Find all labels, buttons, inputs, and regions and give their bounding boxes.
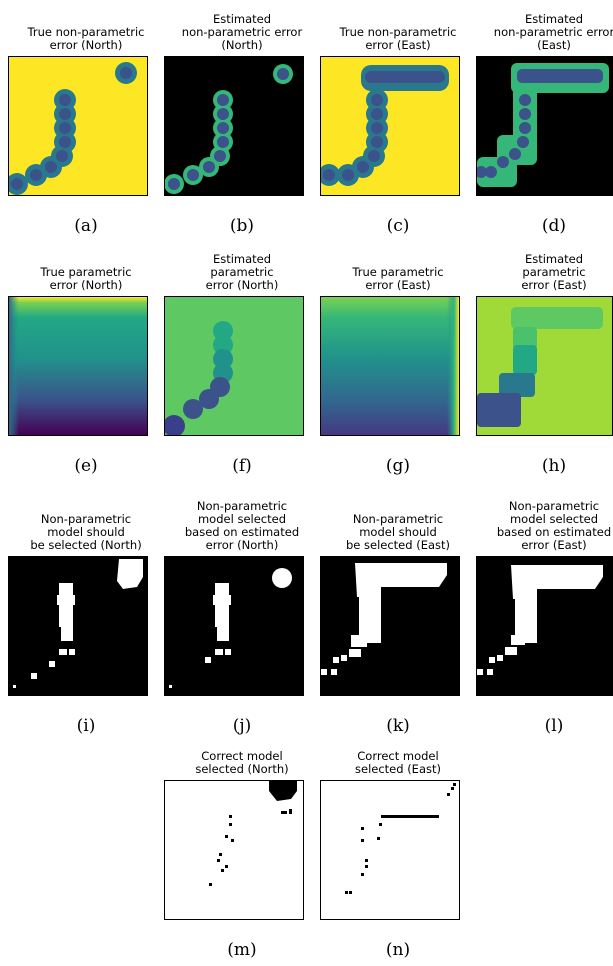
mask-selected-east bbox=[476, 556, 613, 696]
panel-title: True non-parametric error (East) bbox=[339, 25, 457, 52]
panel-title: Estimated non-parametric error (North) bbox=[181, 12, 303, 52]
panel-title: Correct model selected (North) bbox=[195, 749, 289, 776]
mask-should-select-east bbox=[320, 556, 460, 696]
panel-label: (g) bbox=[385, 456, 411, 476]
mask-selected-north bbox=[164, 556, 304, 696]
panel-label: (e) bbox=[74, 456, 98, 476]
panel-label: (b) bbox=[229, 216, 255, 236]
panel-title: Non-parametric model should be selected … bbox=[345, 512, 451, 552]
panel-label: (h) bbox=[541, 456, 567, 476]
panel-title: Non-parametric model selected based on e… bbox=[184, 499, 300, 552]
heatmap-est-nonparam-north bbox=[164, 56, 304, 196]
panel-label: (f) bbox=[232, 456, 252, 476]
panel-title: True parametric error (North) bbox=[40, 265, 132, 292]
panel-label: (i) bbox=[76, 716, 96, 736]
heatmap-est-param-north bbox=[164, 296, 304, 436]
heatmap-est-param-east bbox=[476, 296, 613, 436]
heatmap-true-nonparam-east bbox=[320, 56, 460, 196]
panel-label: (d) bbox=[541, 216, 567, 236]
panel-title: True parametric error (East) bbox=[352, 265, 444, 292]
panel-label: (j) bbox=[232, 716, 252, 736]
panel-title: Correct model selected (East) bbox=[355, 749, 441, 776]
mask-correct-east bbox=[320, 780, 460, 920]
panel-title: Estimated parametric error (East) bbox=[521, 252, 587, 292]
panel-label: (k) bbox=[386, 716, 410, 736]
panel-title: Non-parametric model selected based on e… bbox=[496, 499, 612, 552]
mask-should-select-north bbox=[8, 556, 148, 696]
mask-correct-north bbox=[164, 780, 304, 920]
panel-label: (c) bbox=[386, 216, 410, 236]
panel-label: (l) bbox=[544, 716, 564, 736]
heatmap-true-param-east bbox=[320, 296, 460, 436]
heatmap-true-param-north bbox=[8, 296, 148, 436]
panel-title: True non-parametric error (North) bbox=[27, 25, 145, 52]
panel-title: Estimated parametric error (North) bbox=[205, 252, 279, 292]
panel-title: Estimated non-parametric error (East) bbox=[493, 12, 613, 52]
panel-label: (m) bbox=[227, 940, 257, 960]
panel-label: (n) bbox=[385, 940, 411, 960]
heatmap-true-nonparam-north bbox=[8, 56, 148, 196]
panel-label: (a) bbox=[74, 216, 98, 236]
panel-title: Non-parametric model should be selected … bbox=[30, 512, 142, 552]
heatmap-est-nonparam-east bbox=[476, 56, 613, 196]
